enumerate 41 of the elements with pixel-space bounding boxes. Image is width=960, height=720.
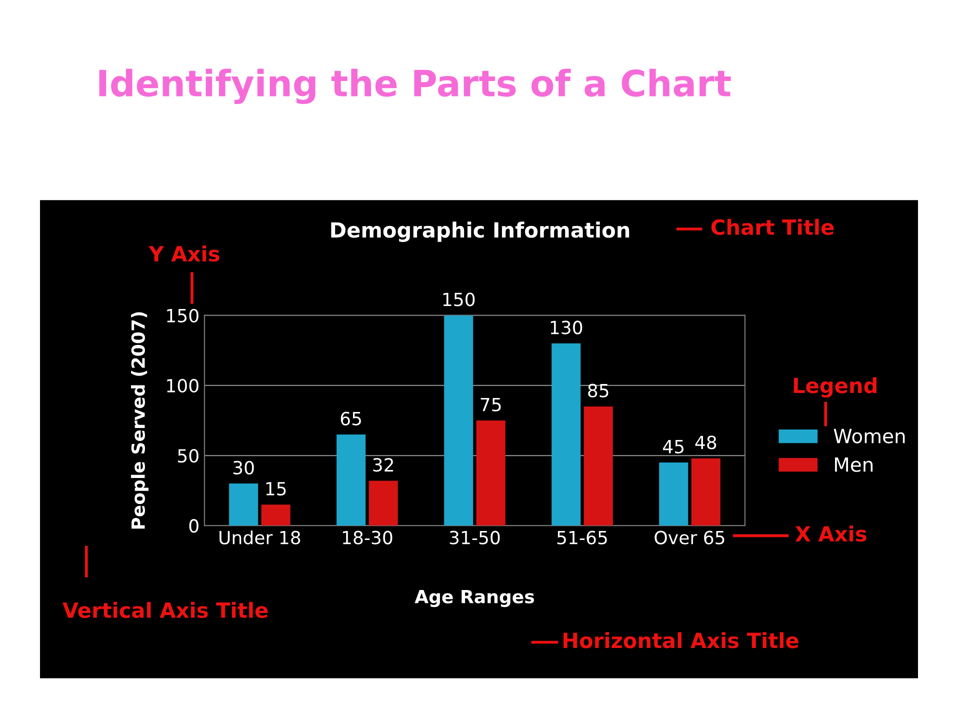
chart-subtitle: Demographic Information — [331, 222, 630, 242]
bar — [229, 484, 258, 526]
bar — [261, 504, 290, 526]
data-label: 32 — [373, 458, 394, 472]
data-label: 48 — [695, 436, 716, 450]
x-tick-label: 51-65 — [557, 530, 607, 544]
bar — [444, 315, 474, 526]
bar — [336, 434, 366, 526]
y-tick-label: 150 — [167, 308, 198, 322]
bar — [691, 458, 720, 526]
data-label: 45 — [663, 440, 684, 454]
bar — [368, 480, 398, 526]
data-label: 30 — [233, 460, 254, 474]
text: Chart Title — [711, 218, 834, 236]
y-tick-label: 0 — [189, 519, 198, 533]
text: Y Axis — [148, 246, 220, 262]
y-tick-label: 100 — [167, 378, 198, 393]
y-axis-title: People Served (2007) — [131, 312, 148, 529]
text: Horizontal Axis Title — [564, 632, 798, 648]
bar — [552, 343, 581, 526]
text: Vertical Axis Title — [62, 602, 268, 618]
legend-label: Men — [835, 457, 873, 472]
x-tick-label: Over 65 — [654, 530, 724, 544]
x-axis-title: Age Ranges — [414, 590, 534, 608]
bar — [584, 406, 613, 526]
text: Legend — [794, 377, 876, 398]
data-label: 85 — [588, 384, 608, 398]
data-label: 15 — [266, 482, 286, 496]
chart-title: Identifying the Parts of a Chart — [99, 68, 731, 104]
x-tick-label: 18-30 — [342, 530, 392, 544]
legend-label: Women — [834, 428, 905, 444]
data-label: 75 — [480, 398, 501, 412]
x-tick-label: 31-50 — [450, 530, 500, 544]
data-label: 150 — [443, 292, 475, 306]
data-label: 130 — [550, 320, 582, 334]
y-tick-label: 50 — [178, 448, 198, 463]
x-tick-label: Under 18 — [220, 530, 300, 544]
text: X Axis — [795, 526, 866, 542]
bar — [476, 420, 506, 526]
bar — [659, 462, 688, 526]
data-label: 65 — [340, 412, 361, 426]
